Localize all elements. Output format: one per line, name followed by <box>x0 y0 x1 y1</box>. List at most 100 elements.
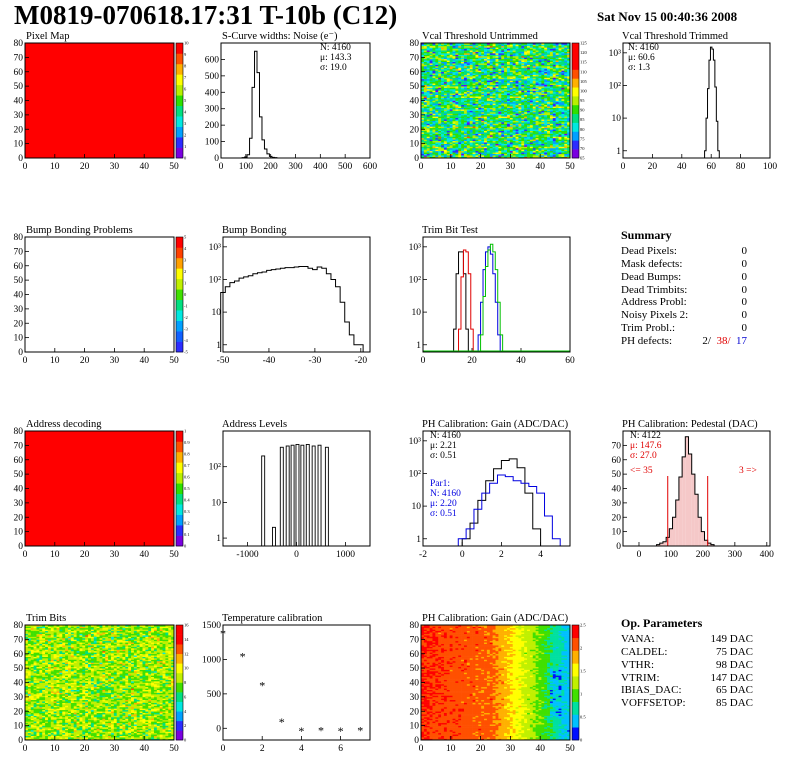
z-tick-label: 70 <box>580 146 585 151</box>
heatmap-cell <box>128 732 132 735</box>
heatmap-cell <box>475 117 479 120</box>
heatmap-cell <box>564 136 568 139</box>
x-tick-label: -20 <box>354 356 367 366</box>
heatmap-cell <box>538 96 542 98</box>
heatmap-cell <box>484 73 488 75</box>
z-tick-label: 10 <box>184 41 189 46</box>
heatmap-cell <box>443 80 448 83</box>
heatmap-cell <box>466 101 471 104</box>
heatmap-cell <box>492 142 496 144</box>
heatmap-cell <box>475 129 479 131</box>
heatmap-cell <box>96 734 100 736</box>
heatmap-cell <box>458 152 462 154</box>
heatmap-cell <box>481 90 485 93</box>
heatmap-cell <box>486 146 491 149</box>
heatmap-cell <box>466 100 471 103</box>
heatmap-cell <box>446 63 450 65</box>
heatmap-cell <box>524 90 528 93</box>
heatmap-cell <box>429 124 433 127</box>
heatmap-cell <box>441 126 445 129</box>
heatmap-cell <box>529 63 534 65</box>
heatmap-cell <box>489 51 493 54</box>
heatmap-cell <box>547 80 551 83</box>
heatmap-cell <box>541 117 545 120</box>
heatmap-cell <box>472 104 476 107</box>
heatmap-cell <box>30 738 34 741</box>
level-peak <box>295 443 300 547</box>
heatmap-cell <box>443 123 448 126</box>
heatmap-cell <box>455 113 459 116</box>
x-tick-label: 0 <box>621 162 626 172</box>
heatmap-cell <box>475 73 479 75</box>
heatmap-cell <box>455 87 459 90</box>
heatmap-cell <box>466 129 471 131</box>
heatmap-cell <box>458 110 462 113</box>
heatmap-cell <box>475 133 479 136</box>
pedestal-bar <box>659 543 663 546</box>
heatmap-cell <box>463 89 468 91</box>
heatmap-cell <box>452 117 456 120</box>
heatmap-cell <box>475 66 479 68</box>
heatmap-cell <box>541 45 545 48</box>
heatmap-cell <box>455 77 459 80</box>
heatmap-cell <box>449 99 453 101</box>
heatmap-cell <box>524 73 528 75</box>
heatmap-cell <box>484 133 488 136</box>
heatmap-cell <box>455 123 459 126</box>
heatmap-cell <box>506 114 511 117</box>
heatmap-cell <box>504 143 508 146</box>
heatmap-cell <box>469 71 473 74</box>
heatmap-cell <box>455 73 459 75</box>
heatmap-cell <box>532 135 536 137</box>
heatmap-cell <box>449 63 453 65</box>
heatmap-cell <box>85 729 89 732</box>
heatmap-cell <box>484 113 488 116</box>
heatmap-cell <box>501 100 505 103</box>
heatmap-cell <box>452 68 456 71</box>
heatmap-cell <box>489 50 493 52</box>
heatmap-cell <box>421 71 425 74</box>
color-scale-swatch <box>176 289 183 301</box>
heatmap-cell <box>532 54 536 57</box>
heatmap-cell <box>466 153 471 156</box>
heatmap-cell <box>498 126 502 129</box>
heatmap-cell <box>67 731 72 734</box>
heatmap-cell <box>567 78 571 81</box>
heatmap-cell <box>521 63 525 65</box>
heatmap-cell <box>458 86 462 88</box>
heatmap-cell <box>515 135 519 137</box>
heatmap-cell <box>564 48 568 51</box>
heatmap-cell <box>67 729 72 732</box>
heatmap-cell <box>461 137 465 140</box>
heatmap-cell <box>443 54 448 57</box>
heatmap-cell <box>423 110 428 113</box>
heatmap-cell <box>443 113 448 116</box>
heatmap-cell <box>518 78 522 81</box>
heatmap-cell <box>429 77 433 80</box>
heatmap-cell <box>466 61 471 64</box>
heatmap-cell <box>518 113 522 116</box>
heatmap-cell <box>558 140 562 143</box>
heatmap-cell <box>564 109 568 111</box>
heatmap-cell <box>446 104 450 107</box>
heatmap-cell <box>567 96 571 98</box>
heatmap-cell <box>432 104 436 107</box>
heatmap-cell <box>443 76 448 78</box>
heatmap-cell <box>501 124 505 127</box>
heatmap-cell <box>168 738 172 741</box>
heatmap-cell <box>515 97 519 100</box>
heatmap-cell <box>478 150 482 153</box>
heatmap-cell <box>489 57 493 60</box>
heatmap-cell <box>567 126 571 129</box>
heatmap-cell <box>475 87 479 90</box>
heatmap-cell <box>486 117 491 120</box>
z-tick-label: 0.4 <box>184 498 190 503</box>
heatmap-cell <box>90 734 95 736</box>
heatmap-cell <box>555 127 559 130</box>
heatmap-cell <box>552 84 556 87</box>
heatmap-cell <box>501 129 505 131</box>
heatmap-cell <box>426 126 430 129</box>
heatmap-cell <box>521 124 525 127</box>
color-scale-frame <box>175 430 184 547</box>
